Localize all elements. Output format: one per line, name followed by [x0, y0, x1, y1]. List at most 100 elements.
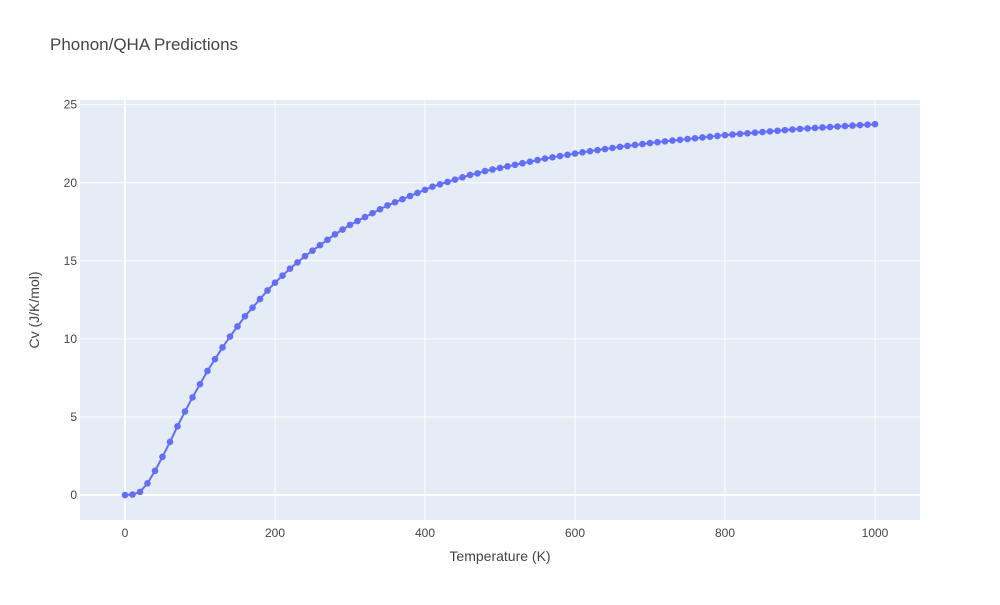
x-tick-label-400: 400 — [415, 526, 435, 540]
data-point-40 — [151, 467, 159, 475]
data-point-160 — [241, 312, 249, 320]
data-point-600 — [571, 150, 579, 157]
data-point-970 — [849, 122, 856, 129]
y-tick-label-15: 15 — [64, 254, 78, 268]
data-point-0 — [121, 491, 129, 499]
data-point-770 — [699, 134, 706, 141]
data-point-480 — [481, 167, 489, 175]
data-point-570 — [549, 154, 556, 161]
data-point-840 — [751, 129, 759, 136]
data-point-200 — [271, 279, 279, 286]
data-point-120 — [211, 355, 219, 363]
data-point-150 — [234, 323, 241, 330]
data-point-420 — [436, 181, 444, 188]
data-point-110 — [204, 367, 211, 375]
data-point-100 — [196, 380, 204, 388]
data-point-280 — [331, 230, 339, 238]
data-point-670 — [624, 142, 631, 150]
data-point-340 — [376, 205, 384, 213]
data-point-20 — [136, 488, 144, 496]
data-point-660 — [616, 143, 624, 151]
data-point-250 — [309, 247, 316, 254]
data-point-920 — [811, 124, 819, 132]
data-point-130 — [219, 344, 226, 351]
data-point-750 — [684, 135, 691, 143]
data-point-550 — [534, 156, 541, 164]
data-point-690 — [639, 140, 646, 148]
data-point-740 — [676, 136, 684, 144]
x-tick-label-600: 600 — [565, 526, 585, 540]
data-point-580 — [556, 152, 564, 160]
data-point-630 — [594, 146, 601, 154]
data-point-430 — [444, 178, 451, 186]
data-point-850 — [759, 128, 766, 136]
data-point-80 — [181, 408, 189, 415]
data-point-360 — [391, 198, 399, 206]
data-point-590 — [564, 151, 571, 159]
data-point-10 — [129, 491, 136, 498]
data-point-490 — [489, 166, 496, 173]
data-point-410 — [429, 183, 436, 190]
data-point-180 — [256, 295, 264, 303]
data-point-810 — [729, 131, 736, 138]
data-point-370 — [399, 195, 406, 203]
data-point-270 — [324, 236, 331, 244]
data-point-1000 — [871, 120, 879, 128]
data-point-310 — [354, 217, 361, 225]
data-point-650 — [609, 144, 616, 152]
data-point-890 — [789, 126, 796, 133]
y-tick-label-25: 25 — [64, 98, 78, 112]
y-tick-label-5: 5 — [70, 410, 77, 424]
data-point-470 — [474, 170, 481, 177]
data-point-530 — [519, 159, 526, 167]
data-point-290 — [339, 226, 346, 233]
y-axis-title: Cv (J/K/mol) — [26, 272, 42, 349]
x-axis-title: Temperature (K) — [449, 548, 550, 564]
data-point-440 — [451, 176, 459, 183]
data-point-520 — [511, 161, 519, 169]
data-point-50 — [159, 453, 166, 461]
data-point-260 — [316, 241, 324, 249]
data-point-500 — [496, 164, 504, 172]
data-point-170 — [249, 304, 256, 311]
data-point-560 — [541, 155, 549, 162]
data-point-680 — [631, 141, 639, 149]
data-point-990 — [864, 121, 871, 128]
data-point-930 — [819, 124, 826, 131]
series-points — [121, 120, 879, 499]
data-point-880 — [781, 126, 789, 134]
data-point-450 — [459, 173, 466, 181]
x-tick-label-200: 200 — [265, 526, 285, 540]
data-point-210 — [279, 272, 286, 279]
data-point-390 — [414, 189, 421, 197]
data-point-510 — [504, 163, 511, 170]
data-point-380 — [406, 192, 414, 200]
data-point-60 — [166, 438, 174, 446]
data-point-900 — [796, 125, 804, 133]
data-point-70 — [174, 423, 181, 430]
chart-title: Phonon/QHA Predictions — [50, 35, 238, 54]
data-point-730 — [669, 137, 676, 144]
data-point-820 — [736, 130, 744, 138]
y-tick-label-0: 0 — [70, 488, 77, 502]
data-point-300 — [346, 221, 354, 229]
data-point-400 — [421, 186, 429, 194]
data-point-640 — [601, 145, 609, 153]
data-point-320 — [361, 213, 369, 221]
data-point-710 — [654, 138, 661, 146]
x-tick-label-800: 800 — [715, 526, 735, 540]
y-gridlines — [80, 104, 920, 497]
data-point-910 — [804, 125, 811, 132]
data-point-90 — [189, 394, 196, 401]
y-tick-labels: 0 5 10 15 20 25 — [64, 98, 78, 502]
data-point-940 — [826, 123, 834, 131]
data-point-610 — [579, 149, 586, 156]
x-tick-label-0: 0 — [122, 526, 129, 540]
plot-area — [80, 100, 920, 520]
data-point-870 — [774, 127, 781, 135]
data-point-350 — [384, 202, 391, 209]
x-gridlines — [124, 100, 876, 520]
data-point-460 — [466, 171, 474, 179]
